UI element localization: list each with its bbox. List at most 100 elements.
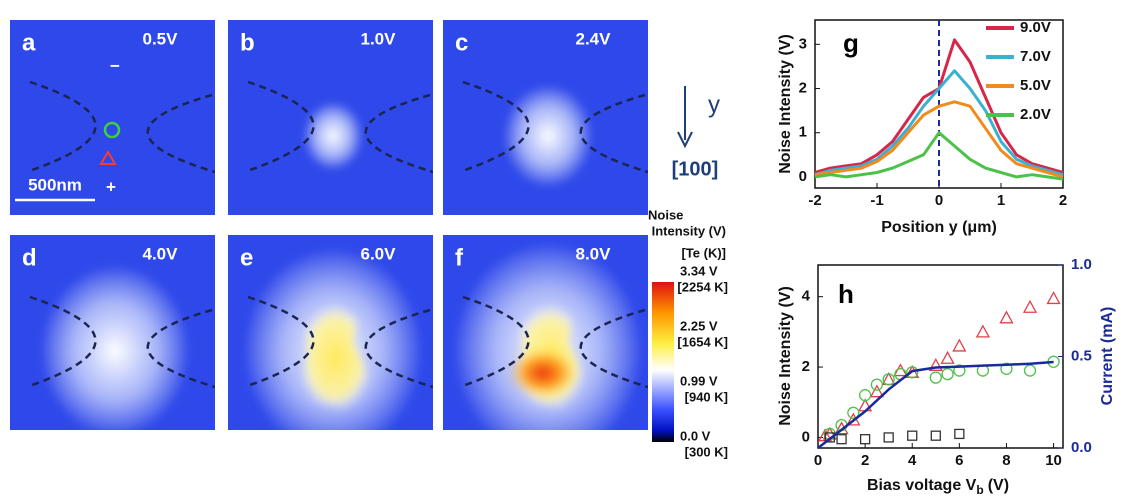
marker-circle <box>870 378 884 391</box>
contact <box>29 80 97 172</box>
marker-square <box>859 434 871 445</box>
x-tick-label: 2 <box>1059 192 1067 209</box>
panel-letter: d <box>22 244 37 271</box>
colorbar-title: Intensity (V) <box>652 223 726 238</box>
y-tick-label: 1 <box>799 124 807 141</box>
x-label-main: Bias voltage V <box>867 477 977 494</box>
marker-triangle <box>952 338 967 352</box>
contact <box>364 93 433 174</box>
direction-index: [100] <box>672 158 719 180</box>
arrow-head <box>677 131 693 149</box>
y-axis-label: Noise Intensity (V) <box>777 286 794 426</box>
y2-tick-label: 0.5 <box>1071 347 1092 364</box>
colorbar-temp: [940 K] <box>685 389 728 404</box>
panel-voltage: 6.0V <box>361 244 397 263</box>
panel-letter: a <box>22 29 36 56</box>
image-panels: a 0.5V b 1.0V c 2.4V d 4.0V e 6.0V f 8.0V <box>10 20 648 430</box>
x-tick-label: 4 <box>908 452 917 469</box>
marker-triangle <box>928 357 943 371</box>
y-tick-label: 0 <box>799 168 807 185</box>
y-tick-label: 4 <box>802 288 811 305</box>
contact <box>29 295 97 387</box>
x-label-sub: b <box>976 483 983 497</box>
x-axis-label: Position y (μm) <box>881 219 997 236</box>
x-tick-label: 8 <box>1002 452 1010 469</box>
marker-triangle <box>999 310 1014 324</box>
marker-square <box>907 430 918 441</box>
marker-circle <box>929 371 942 384</box>
colorbar-temp: [1654 K] <box>677 334 728 349</box>
marker-triangle <box>869 384 884 398</box>
y-axis-label: Noise Intensity (V) <box>777 34 794 174</box>
x-tick-label: 10 <box>1045 452 1062 469</box>
x-axis-label: Bias voltage Vb (V) <box>867 477 1009 497</box>
legend-label: 9.0V <box>1020 19 1051 36</box>
colorbar <box>652 282 674 442</box>
contact <box>364 308 433 389</box>
panel-voltage: 1.0V <box>361 29 397 48</box>
panel <box>10 20 215 215</box>
colorbar-value: 0.0 V <box>680 428 711 443</box>
panel-letter: b <box>240 29 255 56</box>
panel-letter: g <box>843 28 859 58</box>
marker-square <box>883 432 894 443</box>
panel-letter: c <box>455 29 468 56</box>
polarity-minus: − <box>110 56 120 75</box>
marker-triangle <box>940 350 955 364</box>
marker-circle <box>941 367 954 381</box>
y2-tick-label: 1.0 <box>1071 256 1092 273</box>
panel-voltage: 2.4V <box>576 29 612 48</box>
contact <box>462 295 530 387</box>
x-tick-label: 6 <box>955 452 963 469</box>
colorbar-subtitle: [Te (K)] <box>681 245 726 260</box>
panel-voltage: 0.5V <box>143 29 179 48</box>
colorbar-temp: [300 K] <box>685 444 728 459</box>
marker-circle <box>1023 364 1037 377</box>
data-line <box>814 100 1064 179</box>
y-tick-label: 0 <box>802 428 810 445</box>
marker-triangle <box>975 324 990 338</box>
colorbar-labels: 3.34 V[2254 K] 2.25 V[1654 K] 0.99 V[940 K… <box>677 263 728 459</box>
panel <box>443 235 648 430</box>
marker-square <box>930 430 941 441</box>
glow <box>303 101 363 171</box>
x-tick-label: 1 <box>997 192 1005 209</box>
legend-label: 5.0V <box>1020 77 1051 94</box>
marker-circle <box>858 389 872 402</box>
contact <box>462 80 530 172</box>
x-tick-label: -1 <box>870 192 883 209</box>
y2-tick-label: 0.0 <box>1071 439 1092 456</box>
marker-circle <box>906 366 919 379</box>
scale-bar-label: 500nm <box>28 175 82 194</box>
contact <box>247 295 315 387</box>
panel-bg <box>10 20 215 215</box>
marker-circle <box>882 373 895 386</box>
contact <box>146 308 215 389</box>
marker-square <box>954 428 965 440</box>
panel-letter: e <box>240 244 253 271</box>
marker-triangle <box>1022 299 1038 313</box>
glow <box>40 264 190 430</box>
probe-triangle <box>99 150 117 165</box>
marker-circle <box>953 364 966 377</box>
y-tick-label: 2 <box>802 358 810 375</box>
glow <box>503 84 593 188</box>
panel-voltage: 8.0V <box>576 244 612 263</box>
marker-square <box>824 432 835 443</box>
contact <box>247 80 315 172</box>
x-label-unit: (V) <box>988 477 1009 494</box>
x-tick-label: 0 <box>814 452 822 469</box>
legend-label: 2.0V <box>1020 106 1051 123</box>
contact <box>146 93 215 174</box>
marker-circle <box>1000 362 1013 375</box>
hot-region <box>298 303 373 413</box>
panel-letter: f <box>455 244 464 271</box>
colorbar-title: Noise <box>648 207 683 222</box>
colorbar-temp: [2254 K] <box>677 279 728 294</box>
data-line <box>814 69 1064 177</box>
probe-circle <box>103 121 121 139</box>
current-line <box>817 360 1054 449</box>
colorbar-value: 0.99 V <box>680 373 718 388</box>
x-tick-label: -2 <box>808 192 821 209</box>
